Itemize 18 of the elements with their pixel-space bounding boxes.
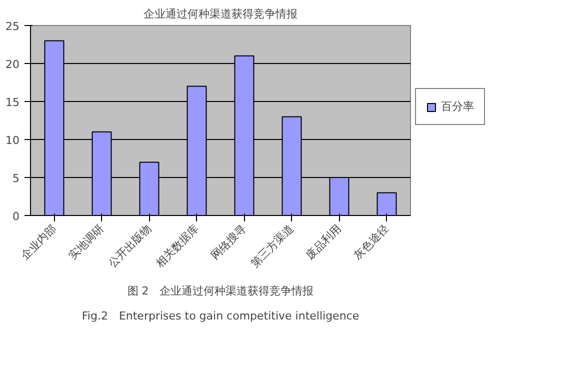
- y-tick-label: 15: [6, 96, 20, 109]
- x-tick-label: 公开出版物: [106, 222, 154, 270]
- y-tick-label: 25: [6, 20, 20, 33]
- chart-title: 企业通过何种渠道获得竞争情报: [144, 8, 298, 20]
- x-tick-label: 网络搜寻: [208, 222, 249, 262]
- y-tick-label: 0: [12, 210, 20, 223]
- y-tick-label: 5: [12, 172, 20, 185]
- caption: 图 2 企业通过何种渠道获得竞争情报: [127, 284, 314, 298]
- legend-label: 百分率: [441, 99, 474, 114]
- y-tick-label: 20: [6, 58, 20, 71]
- caption: Fig.2 Enterprises to gain competitive intelligence: [82, 310, 360, 322]
- x-tick-label: 相关数据库: [153, 222, 202, 270]
- x-tick-label: 企业内部: [18, 222, 59, 262]
- y-tick-label: 10: [6, 134, 20, 147]
- x-tick-label: 废品利用: [304, 222, 344, 262]
- x-tick-label: 灰色途径: [351, 222, 392, 262]
- x-tick-label: 第三方渠道: [248, 222, 296, 270]
- x-tick-label: 实地调研: [66, 222, 106, 262]
